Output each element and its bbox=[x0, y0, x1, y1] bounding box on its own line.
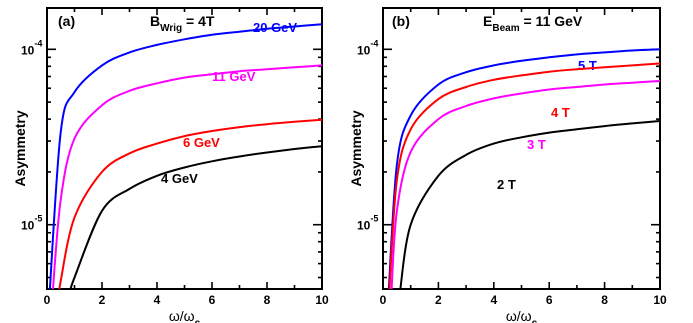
x-tick-label: 4 bbox=[154, 293, 161, 307]
y-tick-label: 10-5 bbox=[357, 214, 378, 233]
x-axis-label: ω/ωc bbox=[506, 308, 538, 323]
y-tick-label: 10-4 bbox=[357, 38, 378, 57]
series-line bbox=[387, 48, 660, 289]
panel-label: (a) bbox=[58, 13, 75, 29]
series-line bbox=[399, 120, 660, 289]
x-tick-label: 10 bbox=[315, 293, 329, 307]
series-label: 4 T bbox=[551, 105, 570, 120]
panel-a: 0 2 4 6 8 10 10-4 10-5 Asymmetry ω/ωc (a) BWrig = 4… bbox=[12, 7, 329, 323]
x-axis-label: ω/ωc bbox=[169, 308, 201, 323]
plot-frame bbox=[382, 7, 661, 290]
y-axis-label: Asymmetry bbox=[12, 110, 28, 186]
x-tick-label: 6 bbox=[546, 293, 553, 307]
series-label: 6 GeV bbox=[183, 135, 220, 150]
series-label: 5 T bbox=[578, 58, 597, 73]
series-label: 3 T bbox=[527, 137, 546, 152]
series-line bbox=[390, 80, 660, 289]
parameter-annotation: EBeam = 11 GeV bbox=[483, 13, 583, 34]
y-tick-label: 10-4 bbox=[21, 38, 42, 57]
series-line bbox=[69, 145, 322, 289]
series-line bbox=[388, 62, 660, 289]
x-tick-label: 8 bbox=[264, 293, 271, 307]
x-tick-label: 4 bbox=[490, 293, 497, 307]
series-line bbox=[51, 64, 322, 289]
series-line bbox=[58, 118, 322, 289]
panel-label: (b) bbox=[392, 13, 410, 29]
x-tick-label: 8 bbox=[601, 293, 608, 307]
y-axis-label: Asymmetry bbox=[348, 110, 364, 186]
x-tick-label: 0 bbox=[44, 293, 51, 307]
series-label: 2 T bbox=[497, 177, 516, 192]
y-tick-label: 10-5 bbox=[21, 214, 42, 233]
panel-b: 0 2 4 6 8 10 10-4 10-5 Asymmetry ω/ωc (b) EBeam = 1… bbox=[348, 7, 667, 323]
parameter-annotation: BWrig = 4T bbox=[150, 13, 215, 34]
x-tick-label: 6 bbox=[209, 293, 216, 307]
x-tick-label: 10 bbox=[653, 293, 667, 307]
x-tick-label: 2 bbox=[435, 293, 442, 307]
series-label: 11 GeV bbox=[212, 69, 256, 84]
x-tick-label: 2 bbox=[99, 293, 106, 307]
series-line bbox=[48, 23, 322, 289]
series-label: 4 GeV bbox=[161, 171, 198, 186]
series-label: 20 GeV bbox=[253, 20, 297, 35]
x-tick-label: 0 bbox=[380, 293, 387, 307]
